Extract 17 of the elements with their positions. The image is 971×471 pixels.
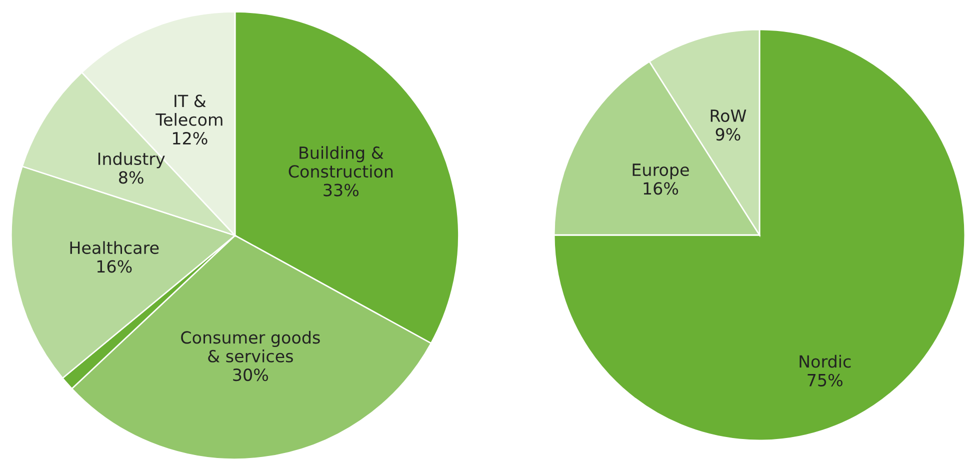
slice-label: Industry (98, 152, 165, 168)
data-label: 33% (324, 184, 359, 196)
slice-label: Building & Construction (288, 146, 393, 178)
data-label: 75% (808, 374, 842, 386)
data-label: 8% (119, 171, 144, 184)
data-label: 12% (173, 132, 208, 145)
data-label: 9% (716, 128, 740, 141)
slice-label: Europe (632, 164, 689, 180)
slice-label: Consumer goods & services (181, 330, 320, 362)
slice-label: RoW (710, 110, 746, 122)
data-label: 16% (644, 182, 678, 195)
data-label: 30% (233, 368, 268, 382)
slice-label: Nordic (800, 354, 851, 368)
pie-slice (553, 28, 966, 442)
slice-label: IT & Telecom (156, 94, 222, 126)
data-label: 16% (97, 260, 132, 273)
slice-label: Healthcare (70, 241, 159, 254)
